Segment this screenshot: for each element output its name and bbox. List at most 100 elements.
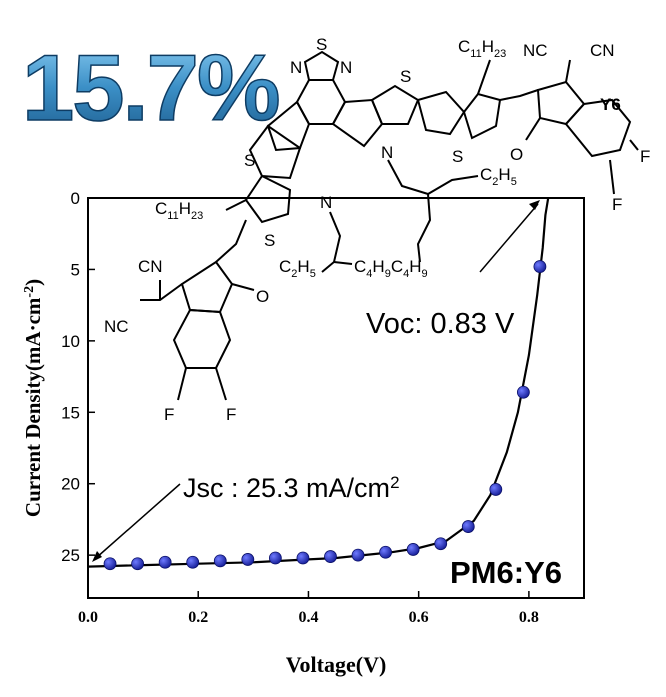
atom-n-thiadiazole-2: N — [340, 58, 352, 77]
data-point — [296, 551, 310, 565]
y-axis-label: Current Density(mA·cm-2) — [21, 279, 45, 517]
structure-name: Y6 — [600, 95, 621, 114]
atom-f-left-2: F — [226, 405, 236, 424]
thiophene-ring-right-3 — [462, 92, 502, 140]
y-axis-label-sup: -2 — [22, 286, 37, 298]
jsc-arrow-head — [92, 551, 102, 562]
bond-c11-left — [225, 199, 247, 211]
atom-o-right: O — [510, 145, 523, 164]
atom-cn-right: CN — [590, 41, 615, 60]
y-tick-label: 0 — [71, 189, 80, 208]
y-tick-label: 15 — [61, 403, 80, 422]
y-tick-label: 10 — [61, 332, 80, 351]
y-tick-label: 20 — [61, 475, 80, 494]
bond-f-left-2 — [215, 367, 227, 401]
carbonyl-left — [231, 283, 255, 291]
indanone-benzene-left — [172, 308, 232, 369]
data-point — [533, 260, 547, 273]
group-c2h5-right: C2H5 — [480, 165, 517, 188]
voc-arrow-line — [479, 203, 539, 273]
bond-c11-top — [477, 59, 491, 95]
data-point — [489, 483, 503, 496]
x-tick-label: 0.0 — [78, 609, 98, 626]
atom-s-right-1: S — [400, 67, 411, 86]
thiophene-ring-left-2 — [244, 174, 292, 224]
data-point — [324, 550, 337, 563]
x-tick-label: 0.8 — [519, 609, 539, 626]
voc-arrow-head — [529, 200, 540, 210]
group-c2h5-left: C2H5 — [279, 257, 316, 280]
vinyl-linker-left — [215, 219, 247, 263]
data-point — [406, 543, 420, 556]
data-point — [158, 555, 172, 569]
bond-f-right-2 — [609, 159, 615, 195]
atom-s-thiadiazole: S — [316, 35, 327, 54]
alkyl-chain-right-2 — [416, 193, 432, 263]
group-c11h23-top: C11H23 — [458, 37, 506, 60]
data-point — [213, 554, 227, 568]
carbonyl-right — [525, 117, 541, 141]
data-point — [379, 545, 393, 559]
central-benzene-ring — [295, 79, 347, 125]
atom-n-thiadiazole-1: N — [290, 58, 302, 77]
thiophene-ring-right-2 — [416, 90, 466, 136]
alkyl-chain-right — [387, 159, 479, 196]
headline-efficiency: 15.7% — [22, 35, 279, 140]
voc-annotation: Voc: 0.83 V — [366, 308, 515, 340]
data-point — [351, 548, 365, 562]
pyrrole-ring-left — [266, 100, 311, 152]
x-tick-label: 0.4 — [298, 609, 318, 626]
atom-n-core-right: N — [381, 143, 393, 162]
y-axis-ticks: 0 5 10 15 20 25 — [61, 189, 95, 565]
indanone-benzene-right — [564, 98, 632, 158]
jsc-annotation-sup: 2 — [390, 473, 399, 492]
y-axis-label-main: Current Density(mA·cm — [21, 297, 45, 517]
x-axis-ticks: 0.0 0.2 0.4 0.6 0.8 — [78, 591, 539, 626]
atom-s-left-2: S — [264, 231, 275, 250]
data-point — [103, 557, 117, 571]
bond-f-right-1 — [629, 139, 639, 151]
jsc-annotation: Jsc : 25.3 mA/cm2 — [183, 473, 400, 504]
atom-n-core-left: N — [320, 193, 332, 212]
pyrrole-ring-right — [331, 98, 384, 148]
x-tick-label: 0.2 — [188, 609, 208, 626]
thiadiazole-ring — [303, 50, 340, 81]
alkyl-chain-left — [321, 211, 342, 273]
atom-nc-left: NC — [104, 317, 129, 336]
series-fit-line — [87, 197, 550, 568]
jsc-arrow-line — [95, 483, 181, 559]
data-point — [268, 551, 282, 565]
data-point — [241, 553, 255, 566]
vinyl-linker-right — [499, 89, 539, 101]
alkyl-chain-left-2 — [333, 261, 353, 265]
jsc-annotation-main: Jsc : 25.3 mA/cm — [183, 473, 390, 503]
series-label: PM6:Y6 — [450, 555, 562, 590]
data-point — [434, 537, 448, 551]
atom-cn-left: CN — [138, 257, 163, 276]
data-point — [186, 555, 200, 569]
atom-o-left: O — [256, 287, 269, 306]
dicyano-bond-right — [565, 59, 571, 83]
data-point — [131, 557, 145, 571]
x-axis-label: Voltage(V) — [286, 652, 387, 677]
indanone-five-ring-right — [536, 80, 586, 126]
atom-s-right-2: S — [452, 147, 463, 166]
y-tick-label: 25 — [61, 546, 80, 565]
atom-s-left-1: S — [244, 151, 255, 170]
atom-f-right-2: F — [612, 195, 622, 214]
x-tick-label: 0.6 — [409, 609, 429, 626]
data-point — [461, 520, 475, 533]
thiophene-ring-left-1 — [248, 124, 302, 180]
series-markers — [103, 260, 547, 571]
y-tick-label: 5 — [71, 260, 80, 279]
y-axis-label-end: ) — [21, 279, 45, 286]
bond-f-left-1 — [177, 367, 187, 401]
y6-chemical-structure: Y6 S N N N S S C11H23 O NC CN F F C2H5 — [104, 35, 650, 424]
atom-f-right-1: F — [640, 147, 650, 166]
thiophene-ring-right-1 — [370, 84, 420, 125]
atom-f-left-1: F — [164, 405, 174, 424]
data-point — [516, 385, 530, 399]
atom-nc-right: NC — [523, 41, 548, 60]
